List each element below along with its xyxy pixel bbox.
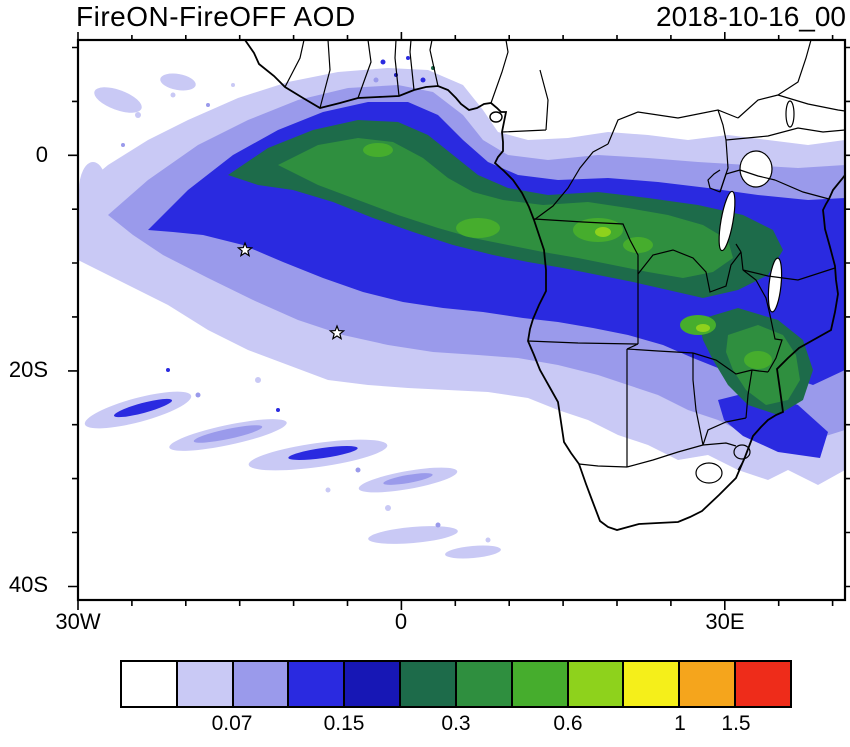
colorbar-tick-label: 0.3	[441, 712, 471, 735]
colorbar-cell	[512, 662, 569, 706]
colorbar-cell	[456, 662, 513, 706]
colorbar-tick-label: 0.15	[323, 712, 365, 735]
map-border	[76, 38, 847, 602]
colorbar-tick-label: 0.6	[553, 712, 583, 735]
y-axis-label-40s: 40S	[8, 572, 48, 597]
aod-speckles	[121, 56, 491, 543]
coastline	[244, 40, 845, 531]
country-borders	[284, 40, 845, 484]
y-axis-label-20s: 20S	[8, 357, 48, 382]
lesotho-border	[695, 462, 723, 484]
colorbar-cell	[289, 662, 346, 706]
colorbar-ticks: 0.07 0.15 0.3 0.6 1 1.5	[120, 712, 792, 740]
y-axis-label-0: 0	[35, 142, 48, 167]
bioko-island	[489, 111, 503, 123]
plot-title: FireON-FireOFF AOD	[76, 1, 356, 32]
colorbar-cell	[624, 662, 681, 706]
colorbar-tick-label: 0.07	[211, 712, 253, 735]
plot-datetime: 2018-10-16_00	[656, 1, 846, 32]
colorbar-cell	[233, 662, 290, 706]
swaziland-border	[733, 444, 751, 460]
colorbar	[120, 660, 792, 708]
star-marker-1	[236, 241, 254, 258]
map-plot	[68, 32, 850, 610]
colorbar-cell	[680, 662, 737, 706]
x-axis-label-30e: 30E	[705, 609, 745, 634]
colorbar-cell	[177, 662, 234, 706]
colorbar-cell	[568, 662, 625, 706]
aod-contour-level-7	[595, 227, 710, 332]
x-axis-label-0: 0	[394, 609, 408, 634]
x-axis-label-30w: 30W	[55, 609, 101, 634]
star-markers	[236, 241, 346, 341]
star-marker-2	[328, 324, 346, 341]
colorbar-cell	[401, 662, 457, 706]
axis-ticks	[68, 32, 850, 610]
colorbar-tick-label: 1.5	[721, 712, 751, 735]
colorbar-cell	[122, 662, 178, 706]
colorbar-tick-label: 1	[674, 712, 686, 735]
colorbar-cell	[345, 662, 402, 706]
colorbar-cell	[736, 662, 790, 706]
